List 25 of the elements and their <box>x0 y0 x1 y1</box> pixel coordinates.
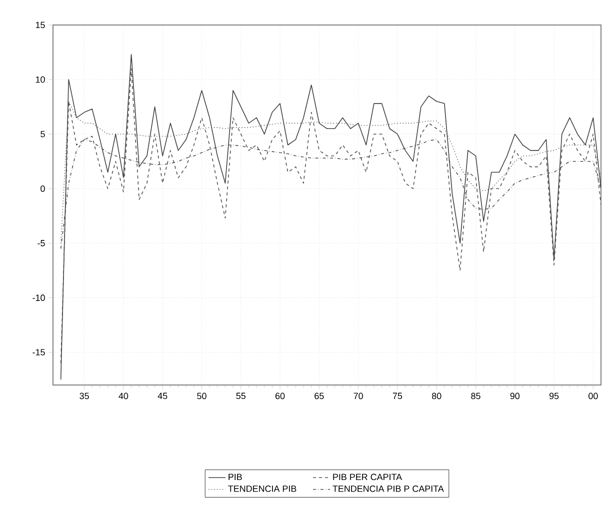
x-tick-label: 70 <box>354 392 363 400</box>
x-tick-label: 90 <box>510 392 520 400</box>
legend-label: PIB <box>228 474 242 480</box>
x-tick-label: 00 <box>588 392 598 400</box>
legend-label: TENDENCIA PIB P CAPITA <box>332 486 444 492</box>
legend-label: PIB PER CAPITA <box>333 474 402 480</box>
x-tick-label: 65 <box>314 392 324 400</box>
x-tick-label: 75 <box>392 392 402 400</box>
x-tick-label: 60 <box>275 392 285 400</box>
x-tick-label: 55 <box>236 392 246 400</box>
x-tick-label: 40 <box>118 392 128 400</box>
y-tick-label: -15 <box>32 349 45 356</box>
y-tick-label: -5 <box>38 240 45 246</box>
legend-label: TENDENCIA PIB <box>228 486 296 492</box>
x-tick-label: 50 <box>197 392 206 400</box>
x-tick-label: 35 <box>80 392 89 400</box>
x-tick-label: 95 <box>549 392 559 400</box>
y-tick-label: 5 <box>40 130 45 138</box>
y-tick-label: 15 <box>36 22 45 28</box>
x-tick-label: 80 <box>432 392 442 400</box>
y-tick-label: 10 <box>36 76 45 83</box>
y-tick-label: 0 <box>40 185 45 192</box>
y-tick-label: -10 <box>32 294 45 301</box>
x-tick-label: 85 <box>471 392 480 400</box>
x-tick-label: 45 <box>158 392 168 400</box>
